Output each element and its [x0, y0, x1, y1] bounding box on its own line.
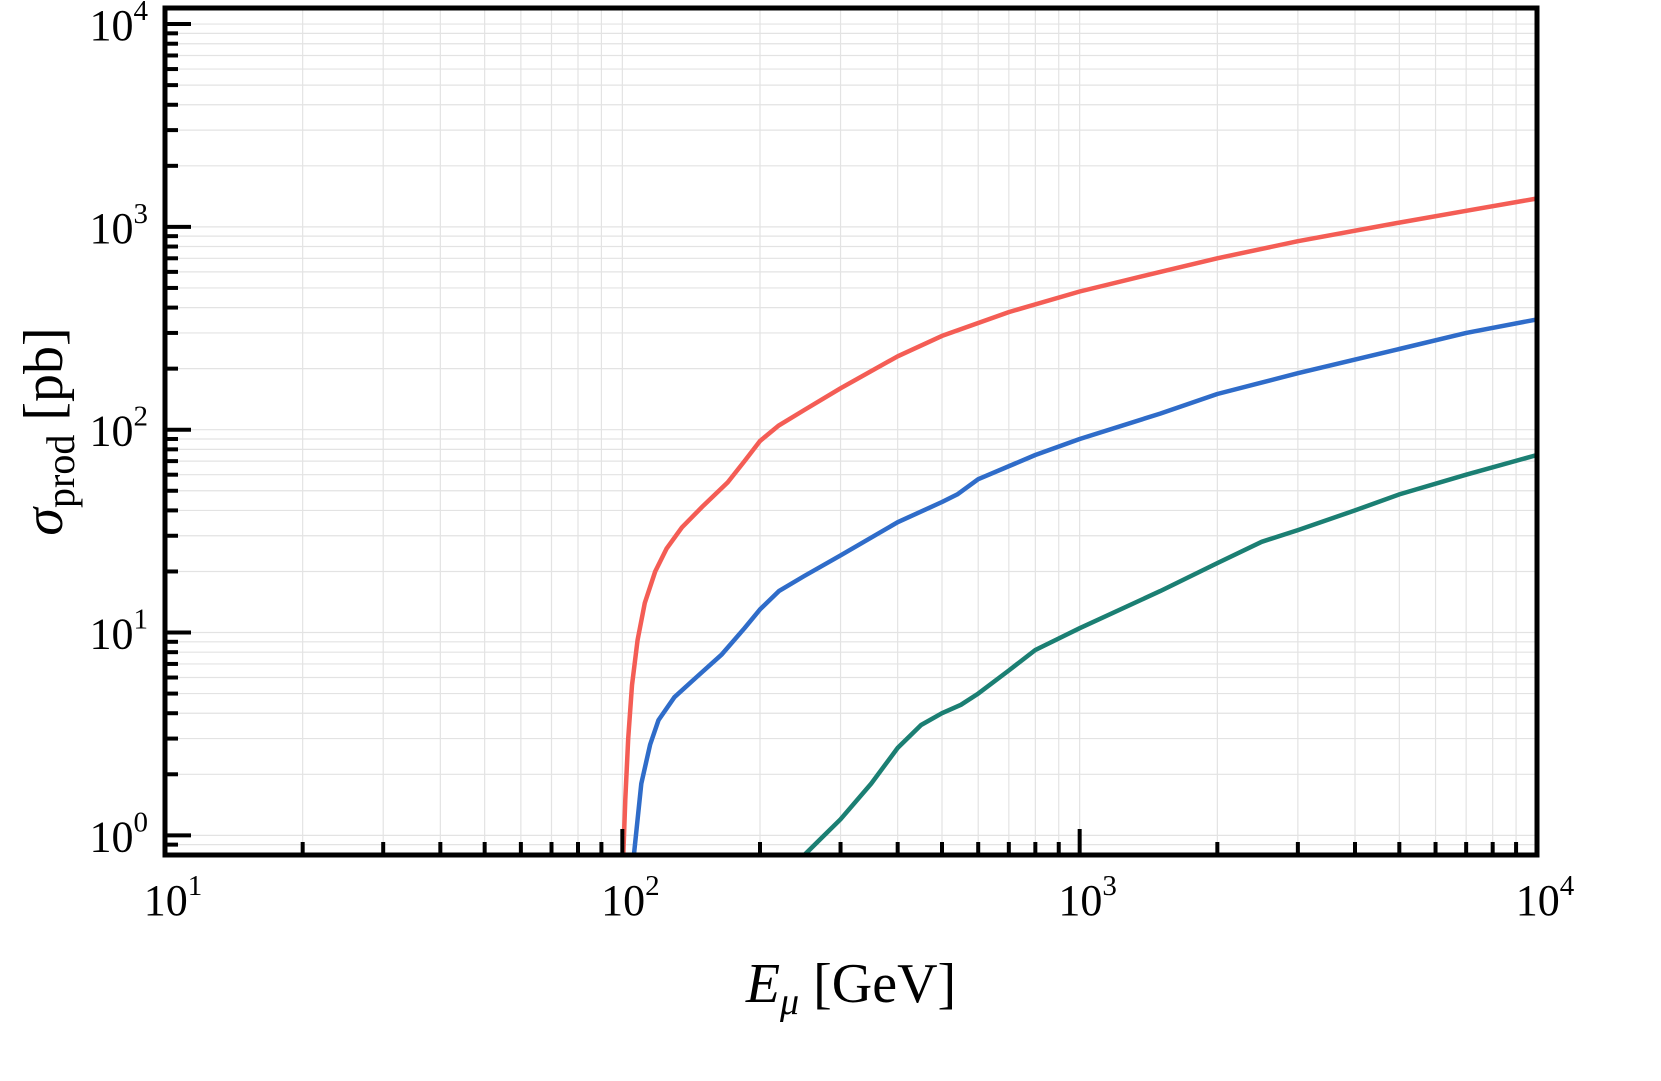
x-axis-label: Eμ [GeV] [745, 953, 956, 1023]
tick-label-exponent: 3 [134, 198, 149, 230]
x-axis-subscript: μ [779, 981, 799, 1023]
tick-label-exponent: 1 [188, 870, 203, 902]
y-axis-symbol: σ [13, 506, 75, 536]
tick-label-base: 10 [601, 876, 645, 925]
tick-label-base: 10 [144, 876, 188, 925]
tick-label-exponent: 2 [645, 870, 660, 902]
y-axis-label: σprod [pb] [13, 327, 83, 535]
tick-label-exponent: 1 [134, 604, 149, 636]
tick-label-base: 10 [90, 407, 134, 456]
x-tick-label: 101 [144, 870, 203, 925]
series-line-2 [631, 317, 1540, 858]
tick-label-exponent: 4 [1560, 870, 1575, 902]
tick-label-exponent: 2 [134, 401, 149, 433]
y-tick-label: 102 [90, 401, 149, 456]
y-axis-subscript: prod [38, 435, 83, 508]
y-tick-label: 104 [90, 0, 149, 50]
tick-label-exponent: 3 [1102, 870, 1117, 902]
series-line-1 [621, 196, 1540, 858]
tick-label-base: 10 [90, 204, 134, 253]
x-tick-label: 104 [1516, 870, 1575, 925]
tick-label-base: 10 [90, 610, 134, 659]
tick-label-base: 10 [90, 1, 134, 50]
series-lines [621, 196, 1540, 858]
y-tick-label: 101 [90, 604, 149, 659]
grid-lines [165, 8, 1537, 855]
y-tick-label: 100 [90, 806, 149, 861]
y-tick-label: 103 [90, 198, 149, 253]
x-tick-label: 102 [601, 870, 660, 925]
tick-label-base: 10 [1516, 876, 1560, 925]
x-axis-symbol: E [745, 953, 780, 1015]
x-axis-unit: [GeV] [799, 953, 956, 1015]
y-axis-unit: [pb] [13, 327, 75, 434]
plot-frame [162, 5, 1540, 858]
tick-label-exponent: 0 [134, 806, 149, 838]
series-line-3 [802, 452, 1540, 858]
tick-label-exponent: 4 [134, 0, 149, 27]
tick-label-base: 10 [90, 812, 134, 861]
x-tick-label: 103 [1058, 870, 1117, 925]
tick-label-base: 10 [1058, 876, 1102, 925]
